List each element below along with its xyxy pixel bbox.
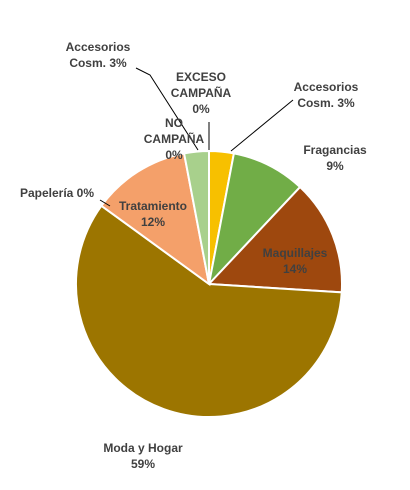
leader-lines xyxy=(99,67,294,207)
data-label: Accesorios Cosm. 3% xyxy=(66,40,131,70)
data-label-line: CAMPAÑA xyxy=(171,85,232,100)
data-label: EXCESO CAMPAÑA 0% xyxy=(171,70,232,116)
data-label-line: Maquillajes xyxy=(263,246,328,260)
leader-line xyxy=(230,99,294,152)
data-label-line: 0% xyxy=(192,102,210,116)
leader-line xyxy=(99,199,111,207)
data-label-line: Moda y Hogar xyxy=(103,441,183,455)
data-label: Papelería 0% xyxy=(20,186,94,200)
data-label-line: 0% xyxy=(165,148,183,162)
data-label-line: Accesorios xyxy=(66,40,131,54)
pie-slice xyxy=(182,149,210,285)
data-label: NO CAMPAÑA 0% xyxy=(144,116,205,162)
data-label-line: Accesorios xyxy=(294,80,359,94)
data-label-line: EXCESO xyxy=(176,70,226,84)
data-label-line: 14% xyxy=(283,262,307,276)
data-label-line: Fragancias xyxy=(303,143,367,157)
data-label: Tratamiento 12% xyxy=(119,199,187,229)
data-label-line: 59% xyxy=(131,457,155,471)
data-label-line: Cosm. 3% xyxy=(69,56,127,70)
data-label: Fragancias 9% xyxy=(303,143,367,173)
pie-slice xyxy=(206,185,343,294)
data-label: Maquillajes 14% xyxy=(263,246,328,276)
data-label-line: 9% xyxy=(326,159,344,173)
pie-slices xyxy=(75,149,343,418)
data-label-line: NO xyxy=(165,116,183,130)
data-labels: Accesorios Cosm. 3%EXCESO CAMPAÑA 0%Accesor… xyxy=(20,40,367,471)
pie-slice xyxy=(75,204,343,418)
data-label-line: CAMPAÑA xyxy=(144,131,205,146)
data-label: Moda y Hogar 59% xyxy=(103,441,183,471)
data-label-line: 12% xyxy=(141,215,165,229)
data-label-line: Cosm. 3% xyxy=(297,96,355,110)
data-label: Accesorios Cosm. 3% xyxy=(294,80,359,110)
data-label-line: Tratamiento xyxy=(119,199,187,213)
leader-line xyxy=(135,67,199,151)
data-label-line: Papelería 0% xyxy=(20,186,94,200)
